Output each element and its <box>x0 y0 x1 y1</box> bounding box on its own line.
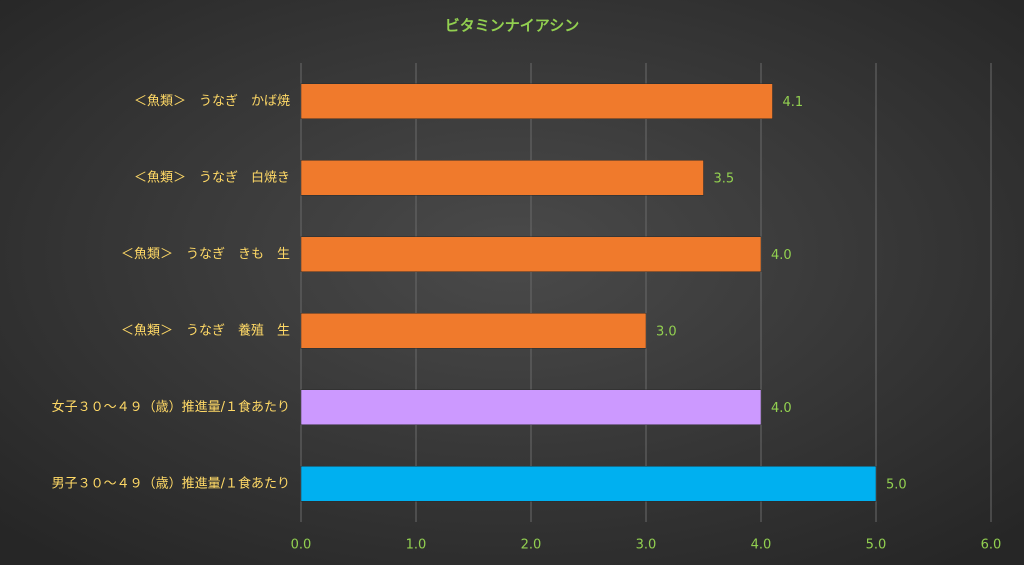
x-tick-label: 2.0 <box>521 538 542 553</box>
bar <box>300 160 704 196</box>
y-tick-label: 男子３０～４９（歳）推進量/１食あたり <box>52 475 290 491</box>
x-tick-label: 5.0 <box>866 538 887 553</box>
value-label: 4.0 <box>771 401 792 416</box>
y-tick-label: ＜魚類＞ うなぎ 養殖 生 <box>121 322 290 338</box>
value-label: 3.0 <box>656 324 677 339</box>
x-tick-label: 4.0 <box>751 538 772 553</box>
y-tick-label: ＜魚類＞ うなぎ きも 生 <box>121 247 290 262</box>
value-label: 4.0 <box>771 248 792 263</box>
bar <box>300 313 647 349</box>
y-tick-label: 女子３０～４９（歳）推進量/１食あたり <box>52 399 290 415</box>
value-label: 5.0 <box>886 477 907 492</box>
x-tick-label: 1.0 <box>406 538 427 553</box>
bar <box>300 236 762 272</box>
x-tick-label: 0.0 <box>291 538 312 553</box>
bar <box>300 83 773 119</box>
chart-title: ビタミンナイアシン <box>445 17 579 35</box>
x-tick-label: 6.0 <box>981 538 1002 553</box>
y-tick-label: ＜魚類＞ うなぎ 白焼き <box>134 169 290 185</box>
value-label: 3.5 <box>714 171 735 186</box>
x-tick-label: 3.0 <box>636 538 657 553</box>
bar <box>300 466 877 502</box>
value-label: 4.1 <box>783 95 804 110</box>
bar <box>300 389 762 425</box>
y-tick-label: ＜魚類＞ うなぎ かば焼 <box>134 94 290 109</box>
